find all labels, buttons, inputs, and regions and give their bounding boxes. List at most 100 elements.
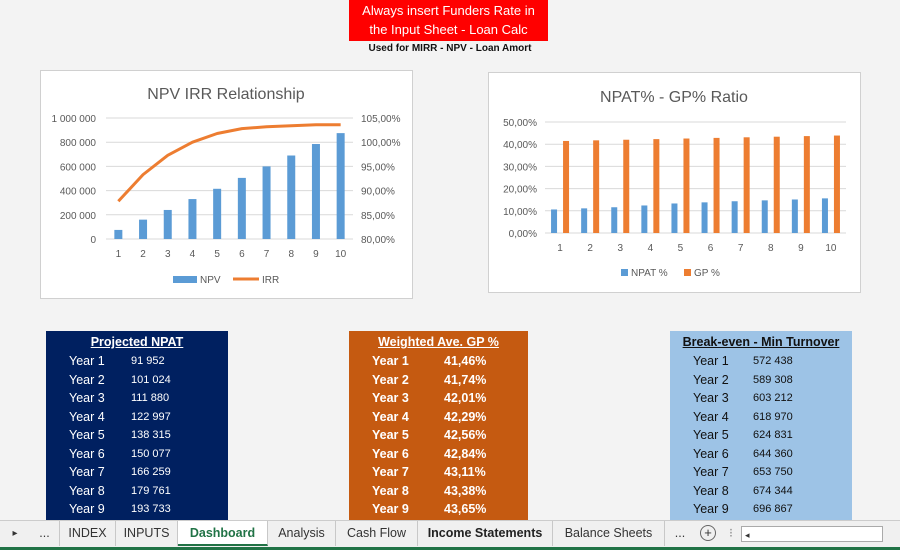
table-row: Year 5 138 315: [46, 426, 228, 445]
npat-bar[interactable]: [671, 203, 678, 233]
x-tick: 7: [738, 243, 744, 254]
y-tick: 0,00%: [509, 229, 537, 240]
sheet-tab-inputs[interactable]: INPUTS: [116, 521, 178, 546]
add-sheet-icon[interactable]: +: [700, 525, 716, 541]
gp-bar[interactable]: [653, 139, 660, 233]
sheet-tab-dashboard[interactable]: Dashboard: [178, 521, 268, 546]
sheet-tab-bar: ▸ ... INDEX INPUTS Dashboard Analysis Cash F…: [0, 520, 900, 550]
npat-bar[interactable]: [611, 207, 618, 233]
sheet-tab-cash-flow[interactable]: Cash Flow: [336, 521, 418, 546]
value-cell: 41,46%: [444, 354, 487, 368]
sheet-tab-income-statements[interactable]: Income Statements: [418, 521, 553, 546]
year-label: Year 1: [372, 354, 409, 368]
sheet-tab-index[interactable]: INDEX: [60, 521, 116, 546]
table-row: Year 4 122 997: [46, 408, 228, 427]
table-row: Year 8 179 761: [46, 482, 228, 501]
table-row: Year 6 150 077: [46, 445, 228, 464]
table-title: Projected NPAT: [90, 335, 184, 349]
npv-bar[interactable]: [114, 229, 123, 239]
year-label: Year 5: [69, 428, 105, 442]
gp-bar[interactable]: [563, 140, 570, 233]
year-label: Year 4: [372, 409, 409, 424]
npat-bar[interactable]: [641, 205, 648, 233]
value-cell: 193 733: [131, 503, 171, 515]
gp-bar[interactable]: [833, 135, 840, 233]
sheet-tab-analysis[interactable]: Analysis: [268, 521, 336, 546]
legend-npat: NPAT %: [631, 268, 668, 279]
tabs-more-left[interactable]: ...: [30, 521, 60, 546]
horizontal-scrollbar[interactable]: ◂: [741, 526, 883, 542]
value-cell: 42,29%: [444, 409, 487, 424]
gp-bar[interactable]: [773, 136, 780, 233]
irr-line[interactable]: [117, 123, 341, 203]
value-cell: 91 952: [131, 355, 165, 367]
value-cell: 653 750: [753, 466, 793, 478]
x-tick: 3: [617, 243, 623, 254]
value-cell: 179 761: [131, 484, 171, 497]
year-label: Year 9: [693, 502, 729, 516]
npat-bar[interactable]: [551, 209, 558, 233]
npat-bar[interactable]: [761, 200, 768, 233]
npv-bar[interactable]: [311, 144, 320, 239]
npv-bar[interactable]: [287, 155, 296, 239]
add-sheet-button[interactable]: +: [695, 521, 721, 546]
x-tick: 10: [335, 249, 347, 260]
year-label: Year 3: [69, 391, 105, 405]
npat-bar[interactable]: [701, 202, 708, 233]
year-label: Year 2: [372, 372, 409, 387]
legend-npv: NPV: [200, 275, 221, 286]
npv-bar[interactable]: [213, 188, 222, 239]
table-row: Year 4 42,29%: [349, 408, 528, 427]
scroll-left-icon[interactable]: ◂: [745, 530, 750, 540]
gp-bar[interactable]: [623, 139, 630, 233]
gp-bar[interactable]: [593, 140, 600, 233]
year-label: Year 5: [372, 428, 409, 442]
table-row: Year 5 42,56%: [349, 426, 528, 445]
npv-bar[interactable]: [163, 209, 172, 239]
npat-gp-chart[interactable]: NPAT% - GP% Ratio 0,00% 10,00% 20,00% 30,00%…: [488, 72, 861, 293]
value-cell: 572 438: [753, 355, 793, 367]
splitter-handle-icon[interactable]: ⁝: [729, 526, 733, 540]
value-cell: 101 024: [131, 373, 171, 386]
y-right-tick: 80,00%: [361, 235, 395, 246]
table-row: Year 3 42,01%: [349, 389, 528, 408]
year-label: Year 5: [693, 428, 729, 442]
npv-bar[interactable]: [139, 219, 148, 239]
year-label: Year 1: [69, 354, 105, 368]
npv-bar[interactable]: [336, 133, 345, 239]
value-cell: 122 997: [131, 410, 171, 423]
npat-bar[interactable]: [581, 208, 588, 233]
value-cell: 624 831: [753, 429, 793, 441]
value-cell: 43,38%: [444, 483, 487, 498]
x-tick: 9: [313, 249, 319, 260]
x-tick: 3: [165, 249, 171, 260]
year-label: Year 7: [69, 465, 105, 479]
npv-bar[interactable]: [262, 166, 271, 239]
npat-bar[interactable]: [731, 201, 738, 233]
gp-bar[interactable]: [803, 136, 810, 233]
npv-irr-chart[interactable]: NPV IRR Relationship 0 80,00% 200 000 85,00%…: [40, 70, 413, 299]
npv-bar[interactable]: [188, 199, 197, 239]
y-tick: 30,00%: [503, 162, 537, 173]
table-title: Break-even - Min Turnover: [682, 335, 840, 349]
gp-bar[interactable]: [713, 137, 720, 233]
sheet-tab-balance-sheets[interactable]: Balance Sheets: [553, 521, 665, 546]
npat-bar[interactable]: [821, 198, 828, 233]
npv-bar[interactable]: [237, 177, 246, 239]
gp-bar[interactable]: [683, 138, 690, 233]
value-cell: 138 315: [131, 429, 171, 441]
gp-bar[interactable]: [743, 137, 750, 233]
value-cell: 42,84%: [444, 446, 487, 461]
year-label: Year 6: [693, 446, 729, 461]
npat-bar[interactable]: [791, 199, 798, 233]
x-tick: 9: [798, 243, 804, 254]
y-left-tick: 0: [90, 235, 96, 246]
scroll-tabs-right-icon[interactable]: ▸: [12, 528, 18, 539]
tabs-more-right[interactable]: ...: [674, 526, 686, 540]
year-label: Year 8: [372, 483, 409, 498]
y-tick: 10,00%: [503, 207, 537, 218]
year-label: Year 1: [693, 354, 729, 368]
value-cell: 111 880: [131, 392, 170, 404]
chart-title: NPV IRR Relationship: [147, 86, 305, 103]
legend-gp-swatch: [684, 269, 691, 276]
